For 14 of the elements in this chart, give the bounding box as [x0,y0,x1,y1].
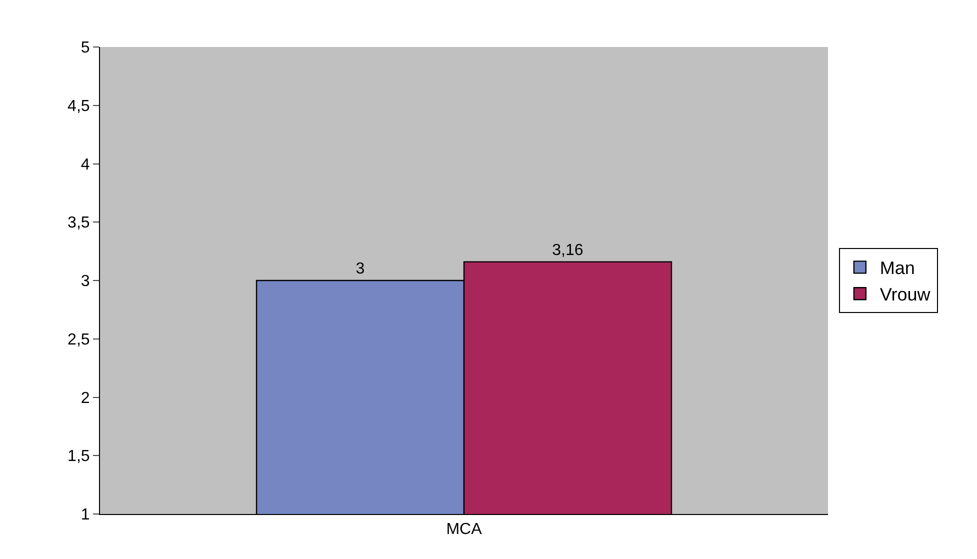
data-label: 3 [356,260,365,278]
y-tick-label: 2 [80,390,90,407]
y-tick-label: 4,5 [68,98,90,115]
y-tick-label: 4 [80,156,90,174]
y-tick-label: 1,5 [68,448,90,466]
y-tick-label: 1 [80,506,90,524]
y-tick-label: 3 [80,273,90,290]
y-tick-label: 2,5 [68,331,90,348]
y-tick-label: 3,5 [68,214,90,232]
legend-label: Man [880,258,915,278]
x-tick-label: MCA [446,521,482,538]
y-tick-label: 5 [80,40,90,57]
data-label: 3,16 [552,242,584,259]
legend-label: Vrouw [880,284,932,305]
